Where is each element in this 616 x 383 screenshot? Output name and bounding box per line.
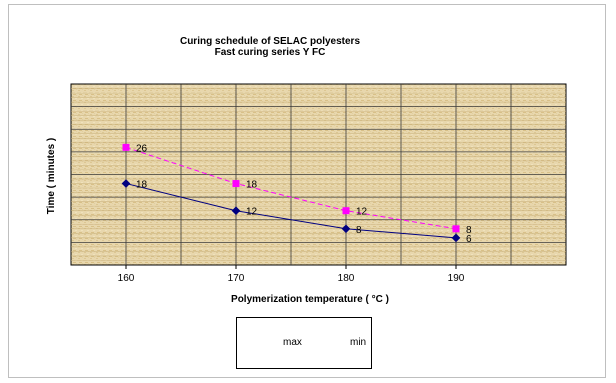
data-label-max: 8 [466, 225, 472, 236]
x-tick-label: 190 [448, 273, 465, 284]
data-point-max [232, 180, 240, 188]
chart-title-block: Curing schedule of SELAC polyesters Fast… [150, 36, 390, 58]
x-axis-label: Polymerization temperature ( °C ) [231, 294, 389, 305]
data-label-min: 8 [356, 225, 362, 236]
data-label-max: 18 [246, 180, 258, 191]
data-point-max [122, 143, 130, 151]
data-label-max: 12 [356, 207, 368, 218]
data-label-min: 12 [246, 207, 258, 218]
data-point-min [121, 179, 131, 188]
legend-label-max: max [283, 337, 302, 348]
data-point-min [231, 206, 241, 216]
axes: 160 170 180 190 [118, 265, 465, 284]
legend-label-min: min [350, 337, 367, 348]
x-tick-label: 160 [118, 273, 135, 284]
series-line-max [125, 146, 457, 230]
series-line-min [125, 183, 457, 239]
x-tick-label: 180 [338, 273, 355, 284]
chart-subtitle: Fast curing series Y FC [214, 47, 326, 58]
data-point-min [341, 224, 351, 234]
data-label-min: 18 [136, 180, 148, 191]
data-label-max: 26 [136, 143, 148, 154]
data-label-min: 6 [466, 234, 472, 245]
data-point-min [451, 233, 461, 243]
chart-title: Curing schedule of SELAC polyesters [179, 36, 361, 47]
y-axis-label: Time ( minutes ) [46, 137, 57, 215]
legend: max min [236, 317, 372, 369]
data-point-max [452, 225, 460, 233]
grid-lines [71, 84, 566, 265]
data-point-max [342, 207, 350, 215]
x-tick-label: 170 [228, 273, 245, 284]
